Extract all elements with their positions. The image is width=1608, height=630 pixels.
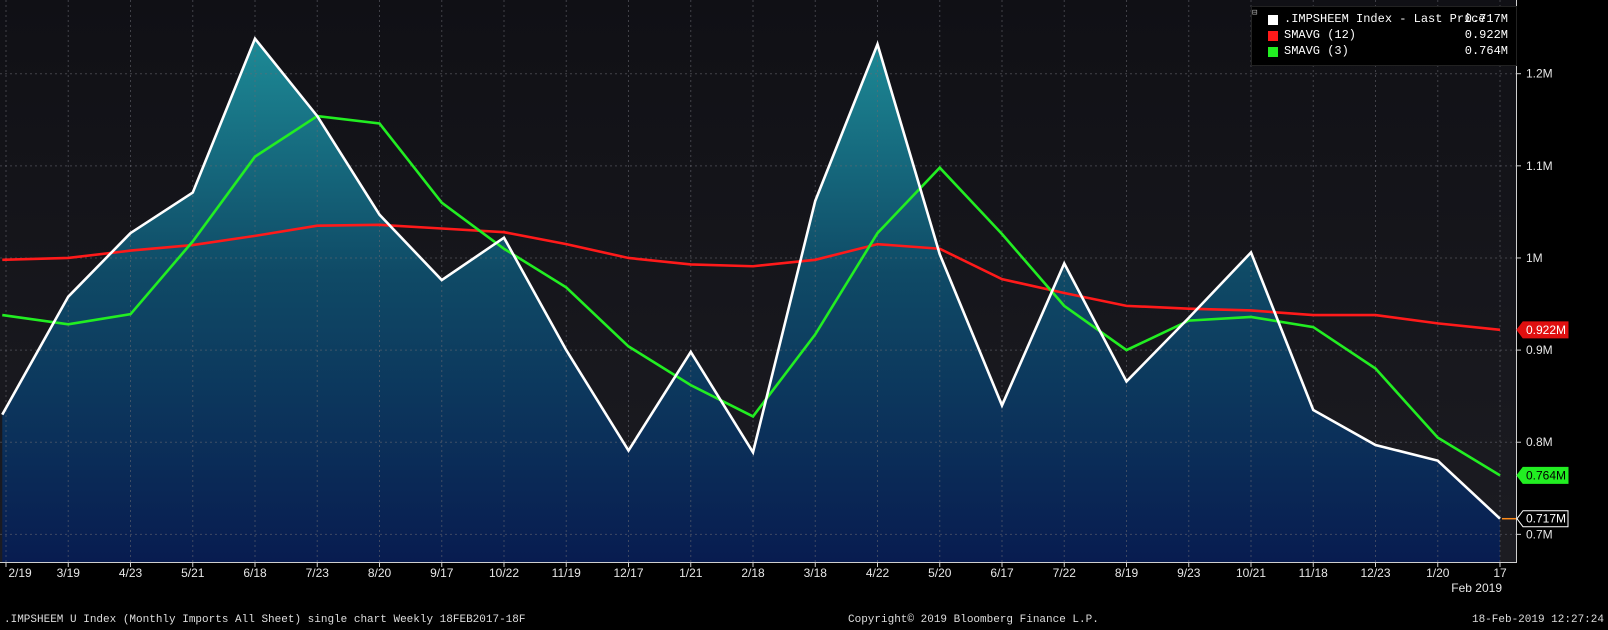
smavg-12-value-flag: 0.922M: [1516, 321, 1569, 339]
x-tick-label: 10/21: [1236, 566, 1266, 580]
y-tick-label: 1.1M: [1526, 159, 1553, 173]
legend-swatch-smavg-3: [1268, 47, 1278, 57]
y-tick-label: 0.7M: [1526, 527, 1553, 541]
x-tick-label: 2/18: [741, 566, 765, 580]
x-tick-label: 11/19: [552, 566, 581, 580]
y-tick-label: 1.2M: [1526, 67, 1553, 81]
x-tick-label: 3/18: [804, 566, 828, 580]
value-flag-box: [1516, 466, 1569, 484]
x-tick-label: 1/20: [1426, 566, 1450, 580]
value-flag-label: 0.717M: [1526, 512, 1566, 526]
x-tick-label: 6/18: [243, 566, 267, 580]
last-price-line: [1, 36, 1501, 520]
smavg-12-line: [2, 223, 1501, 332]
x-tick-label: 12/23: [1360, 566, 1390, 580]
y-tick-label: 0.9M: [1526, 343, 1553, 357]
footer-security-description: .IMPSHEEM U Index (Monthly Imports All S…: [4, 614, 526, 626]
value-flag-label: 0.764M: [1526, 468, 1566, 482]
value-flag-box: [1516, 510, 1569, 528]
last-price-area: [2, 38, 1500, 562]
x-tick-label: 10/22: [489, 566, 519, 580]
x-tick-label: 1/21: [679, 566, 703, 580]
x-axis-subtitle: Feb 2019: [1451, 581, 1502, 595]
legend-value: 0.922M: [1464, 28, 1508, 42]
legend-swatch-last-price: [1268, 15, 1278, 25]
x-tick-label: 3/19: [57, 566, 81, 580]
y-tick-label: 1M: [1526, 251, 1543, 265]
value-flag-label: 0.922M: [1526, 323, 1566, 337]
x-tick-label: 8/20: [368, 566, 392, 580]
plot-area: [0, 0, 1516, 562]
legend-swatch-smavg-12: [1268, 31, 1278, 41]
price-chart[interactable]: 0.7M 0.8M 0.9M 1M 1.1M 1.2M 2/19 3/19 4/23 5/21 6/…: [0, 0, 1608, 612]
x-tick-label: 8/19: [1115, 566, 1139, 580]
footer-copyright: Copyright© 2019 Bloomberg Finance L.P.: [848, 614, 1099, 626]
x-tick-label: 6/17: [990, 566, 1014, 580]
last-price-value-flag: 0.717M: [1516, 510, 1569, 528]
legend-item-smavg-3[interactable]: SMAVG (3) 0.764M: [1258, 44, 1508, 60]
x-tick-label: 5/21: [181, 566, 205, 580]
legend-label: .IMPSHEEM Index - Last Price: [1284, 12, 1486, 26]
legend-value: 0.764M: [1464, 44, 1508, 58]
x-tick-label: 11/18: [1299, 566, 1328, 580]
smavg-3-line: [2, 114, 1501, 477]
x-tick-label: 17: [1493, 566, 1507, 580]
legend-label: SMAVG (12): [1284, 28, 1357, 42]
x-tick-label: 5/20: [928, 566, 952, 580]
footer-timestamp: 18-Feb-2019 12:27:24: [1471, 614, 1604, 626]
y-tick-label: 0.8M: [1526, 435, 1553, 449]
smavg-3-value-flag: 0.764M: [1516, 466, 1569, 484]
legend-label: SMAVG (3): [1284, 44, 1349, 58]
chart-legend[interactable]: ⊟ .IMPSHEEM Index - Last Price 0.717M SM…: [1251, 6, 1517, 66]
chart-footer: .IMPSHEEM U Index (Monthly Imports All S…: [0, 612, 1608, 630]
value-flag-box: [1516, 321, 1569, 339]
x-tick-label: 7/23: [306, 566, 330, 580]
legend-item-last-price[interactable]: .IMPSHEEM Index - Last Price 0.717M: [1258, 12, 1508, 28]
legend-value: 0.717M: [1464, 12, 1508, 26]
legend-collapse-icon[interactable]: ⊟: [1252, 8, 1258, 18]
x-tick-label: 9/17: [430, 566, 454, 580]
x-tick-label: 2/19: [8, 566, 32, 580]
legend-item-smavg-12[interactable]: SMAVG (12) 0.922M: [1258, 28, 1508, 44]
x-tick-label: 7/22: [1053, 566, 1077, 580]
x-tick-label: 12/17: [613, 566, 643, 580]
x-tick-label: 4/23: [119, 566, 143, 580]
x-tick-label: 4/22: [866, 566, 890, 580]
x-tick-label: 9/23: [1177, 566, 1201, 580]
